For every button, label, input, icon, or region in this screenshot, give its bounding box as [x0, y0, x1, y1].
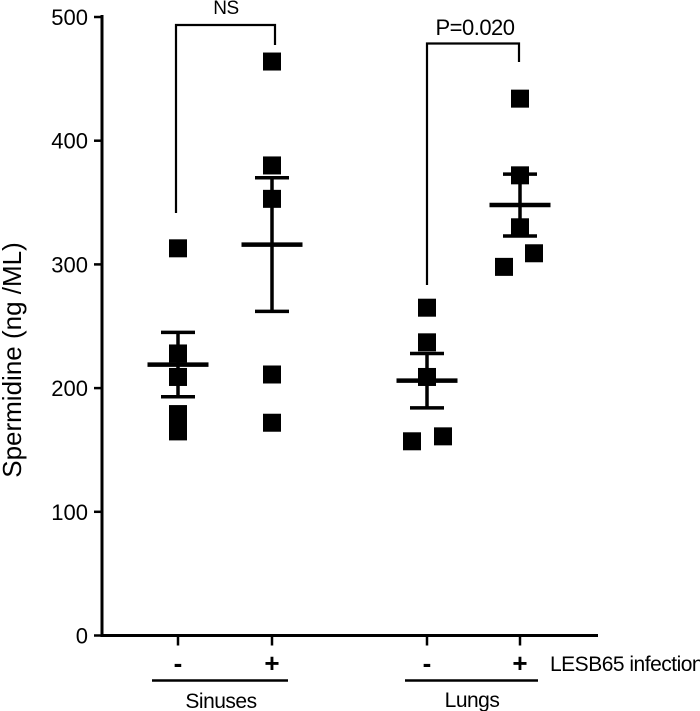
data-point [511, 166, 529, 185]
data-point [434, 427, 452, 446]
data-point [169, 367, 187, 386]
data-point [263, 365, 281, 384]
data-point [403, 432, 421, 451]
y-tick-label: 200 [51, 376, 88, 401]
data-point [169, 239, 187, 258]
y-tick-label: 500 [51, 5, 88, 30]
y-tick-label: 300 [51, 252, 88, 277]
data-point [263, 156, 281, 175]
data-point [418, 367, 436, 386]
condition-label: + [264, 648, 279, 678]
data-point [418, 298, 436, 317]
significance-bracket [174, 23, 277, 213]
data-point [169, 344, 187, 363]
significance-label: NS [213, 0, 238, 19]
data-point [263, 189, 281, 208]
group-label: Sinuses [185, 690, 256, 711]
condition-label: - [423, 648, 432, 678]
condition-label: - [174, 648, 183, 678]
data-point [263, 52, 281, 71]
x-axis-annotation: LESB65 infection [550, 653, 700, 676]
data-point [511, 218, 529, 237]
data-point [169, 422, 187, 441]
significance-label: P=0.020 [435, 15, 514, 40]
data-point [525, 244, 543, 263]
data-point [263, 413, 281, 432]
significance-bracket [425, 42, 521, 285]
group-label: Lungs [445, 689, 500, 711]
data-point [169, 405, 187, 424]
y-axis-title: Spermidine (ng /ML) [0, 242, 27, 478]
y-tick-label: 400 [51, 129, 88, 154]
condition-label: + [512, 648, 527, 678]
data-point [511, 89, 529, 108]
y-tick-label: 100 [51, 500, 88, 525]
data-point [495, 257, 513, 276]
y-tick-label: 0 [76, 624, 88, 649]
data-point [418, 333, 436, 352]
